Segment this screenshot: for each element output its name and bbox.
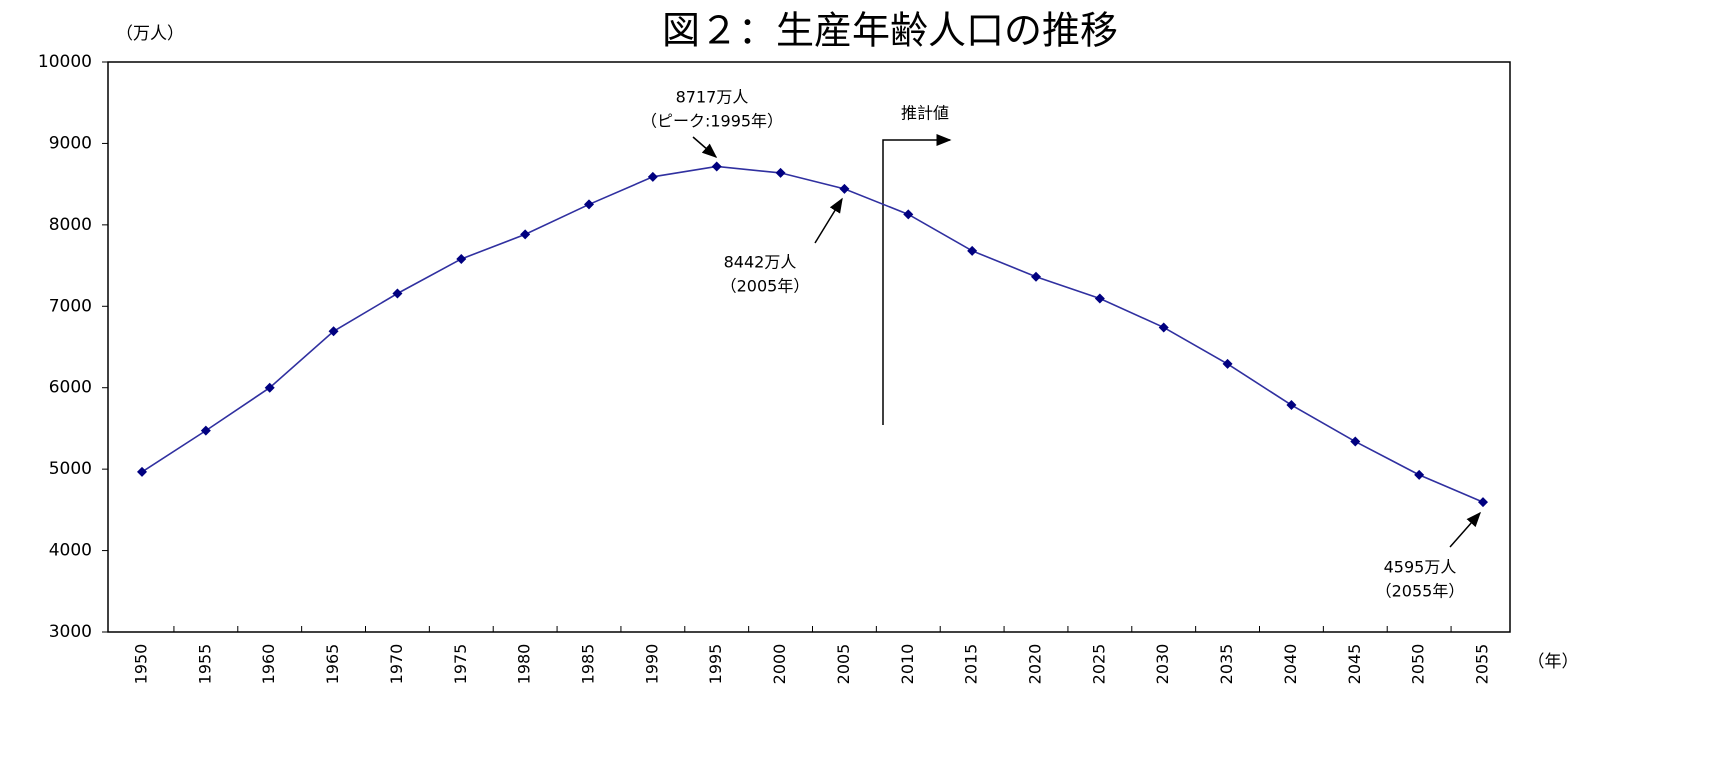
- x-tick-label: 1975: [451, 644, 470, 685]
- y-tick-label: 6000: [49, 378, 92, 398]
- y-tick-label: 7000: [49, 296, 92, 316]
- annotation-arrow: [1449, 511, 1481, 548]
- data-point: [1414, 469, 1425, 480]
- data-point: [1094, 293, 1105, 304]
- annotation-arrow: [814, 197, 843, 244]
- x-tick-label: 1950: [132, 644, 151, 685]
- x-tick-label: 2035: [1217, 644, 1236, 685]
- y-axis-label: （万人）: [116, 24, 184, 44]
- annotation: 8442万人: [724, 253, 797, 272]
- data-point: [839, 183, 850, 194]
- data-point: [200, 425, 211, 436]
- x-tick-label: 2030: [1153, 644, 1172, 685]
- data-point: [903, 209, 914, 220]
- x-tick-label: 2005: [834, 644, 853, 685]
- x-tick-label: 2040: [1281, 644, 1300, 685]
- data-point: [711, 161, 722, 172]
- x-tick-label: 2015: [962, 644, 981, 685]
- annotation-arrow: [692, 136, 718, 158]
- data-point: [647, 171, 658, 182]
- x-tick-label: 2045: [1345, 644, 1364, 685]
- annotation: 推計値: [901, 104, 949, 123]
- annotation: 4595万人: [1384, 558, 1457, 577]
- data-point: [328, 326, 339, 337]
- data-point: [1286, 400, 1297, 411]
- data-point: [1222, 358, 1233, 369]
- x-tick-label: 1995: [706, 644, 725, 685]
- data-point: [775, 167, 786, 178]
- y-tick-label: 4000: [49, 541, 92, 561]
- x-tick-label: 1985: [579, 644, 598, 685]
- series-line: [141, 165, 1484, 503]
- x-tick-label: 1955: [195, 644, 214, 685]
- annotation: （2055年）: [1376, 582, 1465, 601]
- y-tick-label: 9000: [49, 133, 92, 153]
- data-point: [264, 382, 275, 393]
- data-point: [1158, 322, 1169, 333]
- x-tick-label: 2055: [1473, 644, 1492, 685]
- y-tick-label: 3000: [49, 622, 92, 642]
- x-tick-label: 1970: [387, 644, 406, 685]
- data-point: [967, 245, 978, 256]
- plot-area: [107, 61, 1511, 633]
- data-point: [520, 229, 531, 240]
- y-tick-label: 10000: [38, 52, 92, 72]
- y-tick-label: 5000: [49, 459, 92, 479]
- data-point: [1350, 436, 1361, 447]
- y-tick-label: 8000: [49, 215, 92, 235]
- data-point: [456, 253, 467, 264]
- data-point: [1031, 271, 1041, 282]
- x-tick-label: 1980: [515, 644, 534, 685]
- x-tick-label: 1960: [259, 644, 278, 685]
- annotation: （2005年）: [721, 277, 810, 296]
- annotation: （ピーク:1995年）: [641, 112, 783, 131]
- data-point: [137, 466, 147, 477]
- data-point: [392, 288, 403, 299]
- forecast-marker: [882, 134, 952, 425]
- chart-title: 図２：生産年齢人口の推移: [662, 9, 1118, 53]
- x-tick-label: 1965: [323, 644, 342, 685]
- x-tick-label: 2020: [1026, 644, 1045, 685]
- annotation: 8717万人: [676, 88, 749, 107]
- x-tick-label: 1990: [642, 644, 661, 685]
- data-point: [1478, 497, 1488, 508]
- x-tick-label: 2025: [1089, 644, 1108, 685]
- x-tick-label: 2050: [1409, 644, 1428, 685]
- x-tick-label: 2010: [898, 644, 917, 685]
- x-axis-label: （年）: [1528, 652, 1579, 672]
- data-point: [584, 199, 594, 210]
- x-tick-label: 2000: [770, 644, 789, 685]
